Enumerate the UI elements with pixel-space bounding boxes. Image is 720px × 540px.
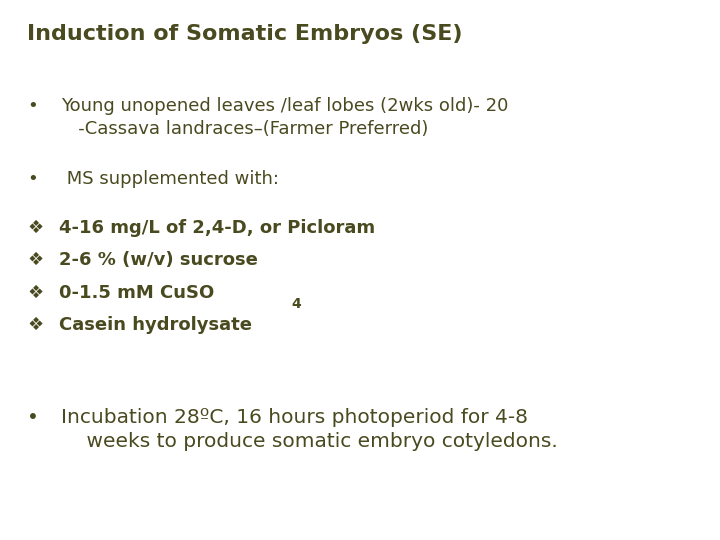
Text: MS supplemented with:: MS supplemented with:: [61, 170, 279, 188]
Text: •: •: [27, 408, 39, 427]
Text: 4-16 mg/L of 2,4-D, or Picloram: 4-16 mg/L of 2,4-D, or Picloram: [59, 219, 375, 237]
Text: •: •: [27, 170, 38, 188]
Text: ❖: ❖: [27, 316, 43, 334]
Text: Induction of Somatic Embryos (SE): Induction of Somatic Embryos (SE): [27, 24, 463, 44]
Text: •: •: [27, 97, 38, 115]
Text: 4: 4: [291, 297, 301, 311]
Text: 0-1.5 mM CuSO: 0-1.5 mM CuSO: [59, 284, 215, 301]
Text: 2-6 % (w/v) sucrose: 2-6 % (w/v) sucrose: [59, 251, 258, 269]
Text: Young unopened leaves /leaf lobes (2wks old)- 20
   -Cassava landraces–(Farmer P: Young unopened leaves /leaf lobes (2wks …: [61, 97, 508, 138]
Text: ❖: ❖: [27, 284, 43, 301]
Text: Incubation 28ºC, 16 hours photoperiod for 4-8
    weeks to produce somatic embry: Incubation 28ºC, 16 hours photoperiod fo…: [61, 408, 558, 451]
Text: Casein hydrolysate: Casein hydrolysate: [59, 316, 252, 334]
Text: ❖: ❖: [27, 219, 43, 237]
Text: ❖: ❖: [27, 251, 43, 269]
